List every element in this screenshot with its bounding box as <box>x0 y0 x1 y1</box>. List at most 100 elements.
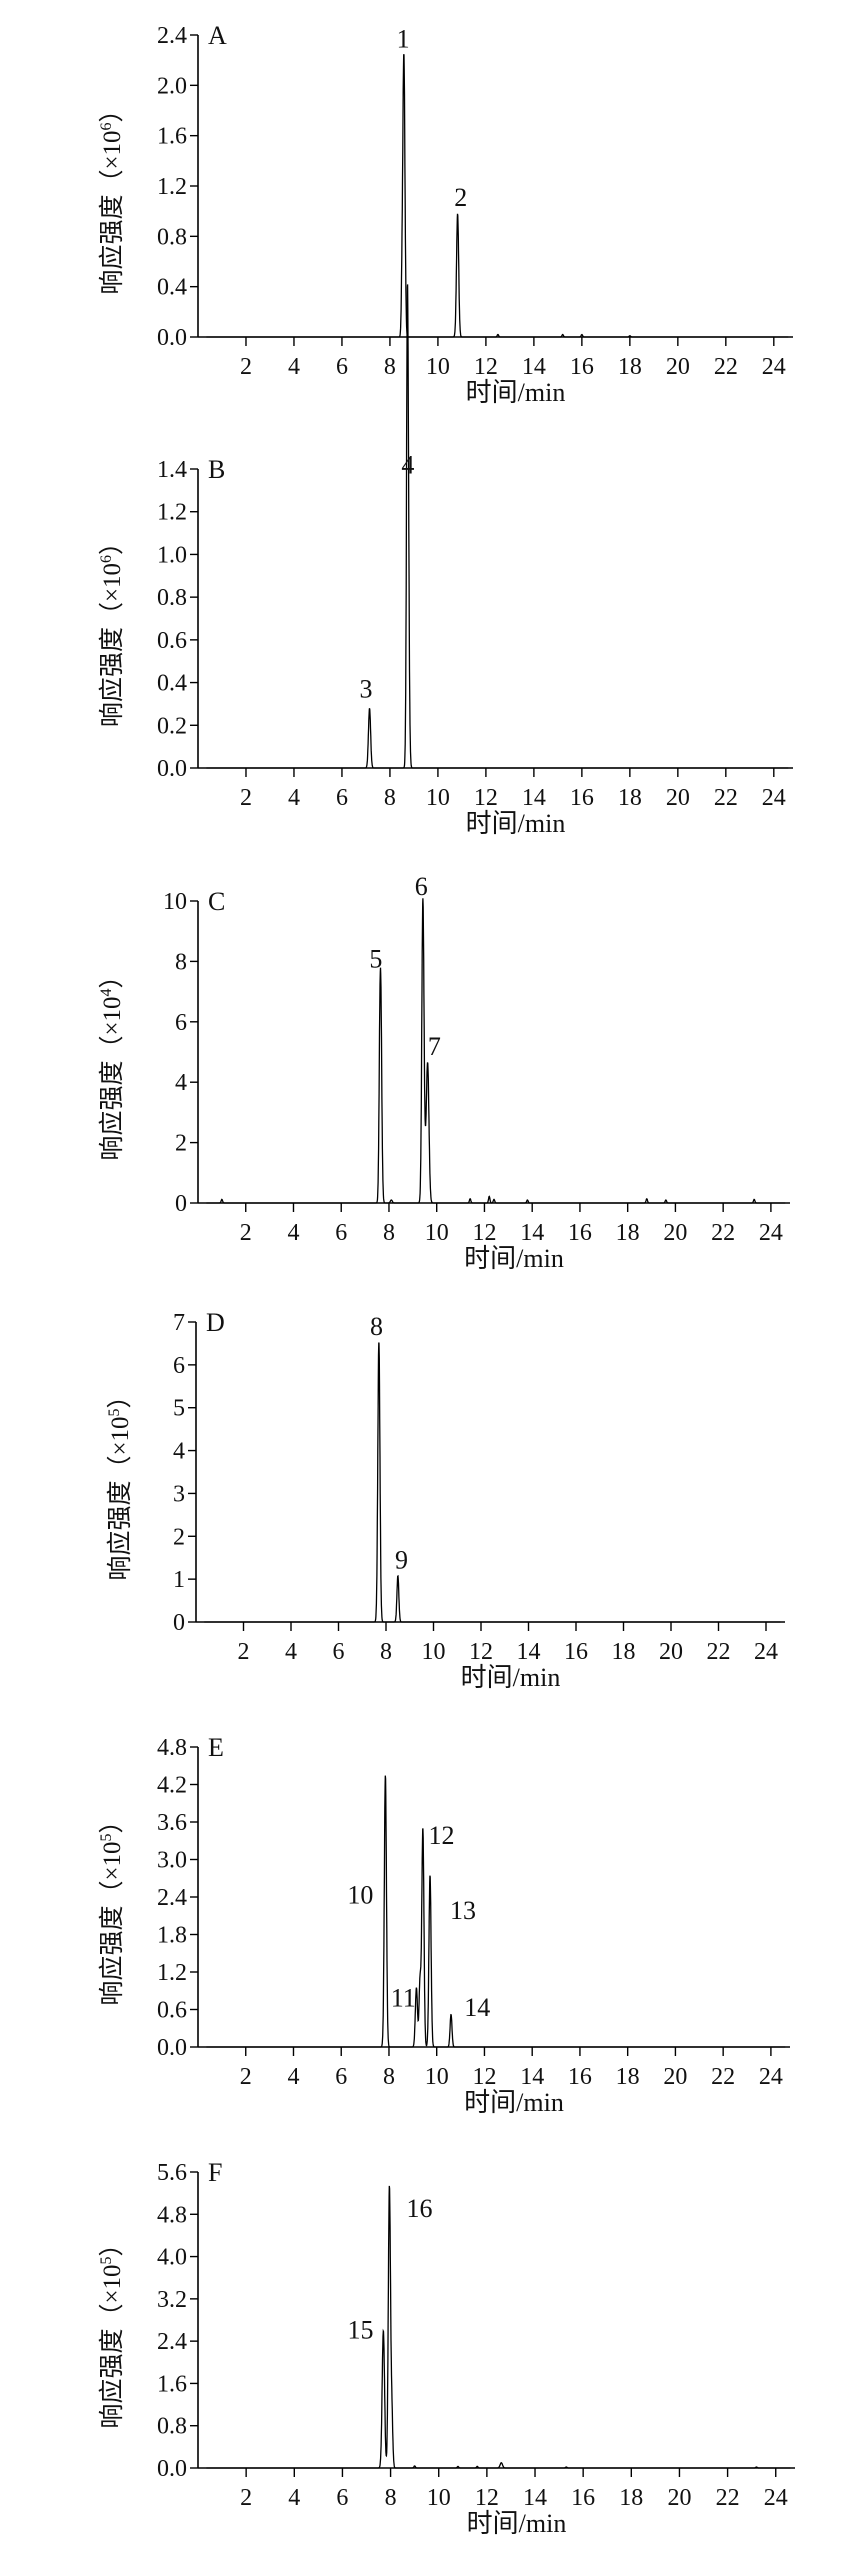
y-tick-label: 2.4 <box>157 23 187 49</box>
x-tick-label: 14 <box>522 785 546 811</box>
panel-label: E <box>208 1733 224 1762</box>
peak-label-15: 15 <box>347 2316 373 2345</box>
y-tick-label: 0.4 <box>157 671 187 697</box>
x-tick-label: 14 <box>520 2064 544 2090</box>
peak-label-10: 10 <box>347 1880 373 1909</box>
y-tick-label: 4 <box>175 1070 187 1096</box>
peak-label-5: 5 <box>369 944 382 973</box>
x-tick-label: 12 <box>472 2064 496 2090</box>
x-tick-label: 24 <box>764 2485 788 2511</box>
y-tick-label: 0.6 <box>157 628 187 654</box>
y-tick-label: 0.0 <box>157 2456 187 2482</box>
x-tick-label: 4 <box>288 785 300 811</box>
x-tick-label: 10 <box>427 2485 451 2511</box>
y-tick-label: 0.8 <box>157 224 187 250</box>
y-tick-label: 3 <box>173 1481 185 1507</box>
chromatogram-trace <box>204 1342 781 1623</box>
x-tick-label: 18 <box>619 2485 643 2511</box>
y-tick-label: 5.6 <box>157 2160 187 2186</box>
peak-label-9: 9 <box>395 1545 408 1574</box>
x-tick-label: 8 <box>385 2485 397 2511</box>
peak-label-8: 8 <box>370 1312 383 1341</box>
x-tick-label: 2 <box>238 1639 250 1665</box>
y-tick-label: 3.6 <box>157 1810 187 1836</box>
x-tick-label: 8 <box>383 1220 395 1246</box>
panel-label: B <box>208 455 225 484</box>
y-tick-label: 10 <box>163 889 187 915</box>
chart-panel-b: 0.00.20.40.60.81.01.21.42 4 6 8 10 12 14 16 18 20… <box>98 284 793 838</box>
x-tick-label: 14 <box>523 2485 547 2511</box>
chromatogram-trace <box>206 53 789 338</box>
y-tick-label: 2.4 <box>157 2329 187 2355</box>
y-tick-label: 2 <box>175 1131 187 1157</box>
x-tick-label: 20 <box>663 2064 687 2090</box>
x-tick-label: 6 <box>333 1639 345 1665</box>
x-axis-title: 时间/min <box>467 2509 567 2538</box>
y-tick-label: 0.0 <box>157 2035 187 2061</box>
chart-panel-a: 0.00.40.81.21.62.02.42 4 6 8 10 12 14 16 18 20 22 2… <box>98 21 793 407</box>
x-tick-label: 22 <box>716 2485 740 2511</box>
y-tick-label: 5 <box>173 1396 185 1422</box>
y-axis-title: 响应强度（×104） <box>98 963 126 1160</box>
peak-label-1: 1 <box>397 25 410 54</box>
x-tick-label: 2 <box>240 2485 252 2511</box>
y-tick-label: 3.0 <box>157 1848 187 1874</box>
x-tick-label: 12 <box>472 1220 496 1246</box>
x-axis-title: 时间/min <box>466 378 566 407</box>
y-axis-title: 响应强度（×105） <box>98 1808 126 2005</box>
y-tick-label: 6 <box>173 1353 185 1379</box>
x-tick-label: 24 <box>762 354 786 380</box>
x-tick-label: 18 <box>612 1639 636 1665</box>
x-tick-label: 22 <box>714 354 738 380</box>
y-tick-label: 4.2 <box>157 1773 187 1799</box>
chromatogram-trace <box>206 2185 791 2469</box>
x-tick-label: 16 <box>568 2064 592 2090</box>
x-tick-label: 22 <box>707 1639 731 1665</box>
peak-label-16: 16 <box>406 2194 432 2223</box>
y-tick-label: 2 <box>173 1524 185 1550</box>
x-tick-label: 6 <box>336 354 348 380</box>
panel-label: A <box>208 21 227 50</box>
y-tick-label: 0.4 <box>157 275 187 301</box>
y-tick-label: 7 <box>173 1310 185 1336</box>
y-tick-label: 0.8 <box>157 2414 187 2440</box>
x-tick-label: 10 <box>426 785 450 811</box>
x-tick-label: 24 <box>759 2064 783 2090</box>
peak-label-14: 14 <box>464 1993 490 2022</box>
x-tick-label: 16 <box>570 785 594 811</box>
y-axis-title: 响应强度（×106） <box>98 530 126 727</box>
y-axis-exponent: 6 <box>98 122 115 130</box>
y-tick-label: 4.8 <box>157 1735 187 1761</box>
x-tick-label: 14 <box>522 354 546 380</box>
x-tick-label: 16 <box>568 1220 592 1246</box>
y-tick-label: 0.2 <box>157 713 187 739</box>
chromatogram-trace <box>206 284 789 769</box>
x-tick-label: 8 <box>384 354 396 380</box>
y-tick-label: 1.6 <box>157 124 187 150</box>
y-axis-exponent: 4 <box>98 988 115 996</box>
x-tick-label: 12 <box>474 354 498 380</box>
x-tick-label: 18 <box>616 2064 640 2090</box>
x-tick-label: 20 <box>663 1220 687 1246</box>
y-tick-label: 1.6 <box>157 2371 187 2397</box>
y-tick-label: 1 <box>173 1567 185 1593</box>
peak-label-7: 7 <box>428 1032 441 1061</box>
x-tick-label: 24 <box>754 1639 778 1665</box>
x-axis-title: 时间/min <box>461 1663 561 1692</box>
y-axis-exponent: 5 <box>106 1408 123 1416</box>
y-tick-label: 0 <box>173 1610 185 1636</box>
chart-panel-f: 0.00.81.62.43.24.04.85.62 4 6 8 10 12 14 16 18 20… <box>98 2158 795 2538</box>
chromatogram-trace <box>206 898 786 1204</box>
y-axis-title: 响应强度（×105） <box>98 2231 126 2428</box>
x-tick-label: 2 <box>240 1220 252 1246</box>
y-tick-label: 0.8 <box>157 585 187 611</box>
x-tick-label: 6 <box>335 1220 347 1246</box>
y-axis-exponent: 6 <box>98 555 115 563</box>
x-tick-label: 22 <box>711 2064 735 2090</box>
x-tick-label: 18 <box>618 785 642 811</box>
x-tick-label: 24 <box>759 1220 783 1246</box>
x-tick-label: 8 <box>380 1639 392 1665</box>
